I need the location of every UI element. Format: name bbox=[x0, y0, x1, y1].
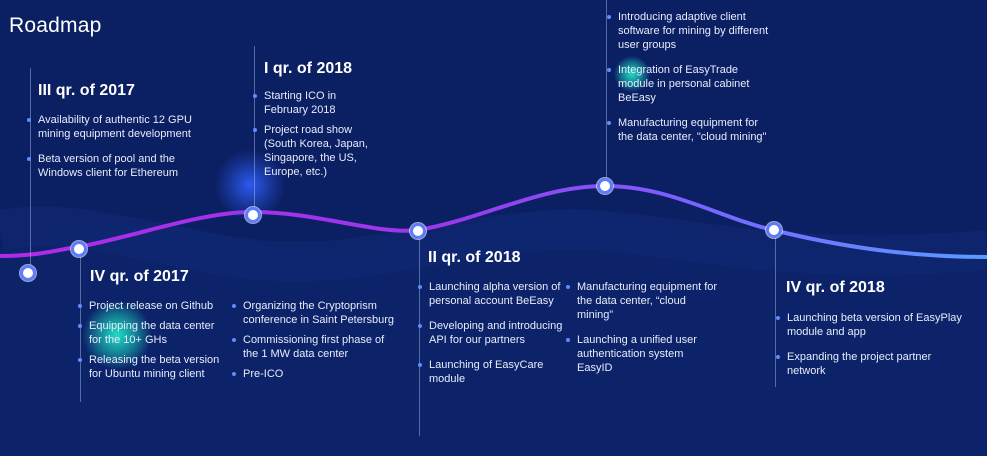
list-item: Developing and introducing API for our p… bbox=[418, 319, 563, 347]
list-item: Project release on Github bbox=[78, 299, 228, 313]
connector-line bbox=[606, 0, 607, 186]
timeline-node bbox=[410, 223, 426, 239]
timeline-node bbox=[597, 178, 613, 194]
timeline-node bbox=[71, 241, 87, 257]
milestone-heading: I qr. of 2018 bbox=[264, 60, 353, 77]
list-item: Launching of EasyCare module bbox=[418, 358, 563, 386]
list-item: Launching beta version of EasyPlay modul… bbox=[776, 311, 966, 339]
list-item: Manufacturing equipment for the data cen… bbox=[607, 116, 772, 144]
list-item: Starting ICO in February 2018 bbox=[253, 89, 378, 117]
milestone-heading: IV qr. of 2018 bbox=[786, 279, 885, 296]
milestone-list: Starting ICO in February 2018 Project ro… bbox=[253, 89, 378, 190]
milestone-list: Launching alpha version of personal acco… bbox=[418, 280, 563, 397]
milestone-heading: III qr. of 2017 bbox=[38, 82, 135, 99]
background-wave-2 bbox=[0, 206, 987, 282]
list-item: Launching alpha version of personal acco… bbox=[418, 280, 563, 308]
list-item: Launching a unified user authentication … bbox=[566, 333, 721, 375]
list-item: Introducing adaptive client software for… bbox=[607, 10, 772, 52]
list-item: Releasing the beta version for Ubuntu mi… bbox=[78, 353, 228, 381]
list-item: Organizing the Cryptoprism conference in… bbox=[232, 299, 397, 327]
list-item: Commissioning first phase of the 1 MW da… bbox=[232, 333, 397, 361]
milestone-list: Project release on Github Equipping the … bbox=[78, 299, 228, 392]
list-item: Integration of EasyTrade module in perso… bbox=[607, 63, 772, 105]
milestone-heading: II qr. of 2018 bbox=[428, 249, 521, 266]
milestone-list: Availability of authentic 12 GPU mining … bbox=[27, 113, 202, 191]
list-item: Project road show (South Korea, Japan, S… bbox=[253, 123, 378, 179]
timeline-node bbox=[20, 265, 36, 281]
page-title: Roadmap bbox=[9, 14, 102, 37]
connector-line bbox=[775, 231, 776, 387]
milestone-heading: IV qr. of 2017 bbox=[90, 268, 189, 285]
list-item: Equipping the data center for the 10+ GH… bbox=[78, 319, 228, 347]
milestone-list-secondary: Manufacturing equipment for the data cen… bbox=[566, 280, 721, 386]
milestone-list: Introducing adaptive client software for… bbox=[607, 10, 772, 155]
connector-line bbox=[419, 232, 420, 436]
timeline-node bbox=[766, 222, 782, 238]
list-item: Manufacturing equipment for the data cen… bbox=[566, 280, 721, 322]
timeline-node bbox=[245, 207, 261, 223]
list-item: Pre-ICO bbox=[232, 367, 397, 381]
list-item: Availability of authentic 12 GPU mining … bbox=[27, 113, 202, 141]
background-wave bbox=[0, 209, 987, 456]
list-item: Expanding the project partner network bbox=[776, 350, 966, 378]
milestone-list-secondary: Organizing the Cryptoprism conference in… bbox=[232, 299, 397, 392]
connector-line bbox=[30, 68, 31, 268]
list-item: Beta version of pool and the Windows cli… bbox=[27, 152, 202, 180]
milestone-list: Launching beta version of EasyPlay modul… bbox=[776, 311, 966, 389]
